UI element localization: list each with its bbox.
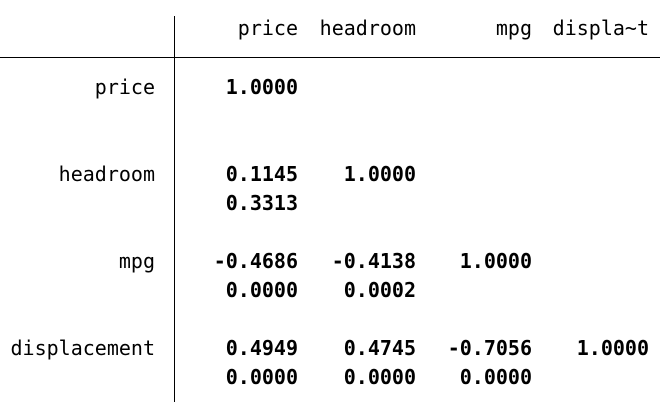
column-header-mpg: mpg: [495, 16, 532, 40]
row-label-price: price: [94, 75, 155, 99]
row-label-headroom: headroom: [58, 162, 155, 186]
coef-cell: -0.4686: [213, 249, 298, 273]
row-label-displacement: displacement: [10, 336, 156, 360]
coef-cell: 0.1145: [225, 162, 298, 186]
coef-cell: -0.4138: [331, 249, 416, 273]
coef-cell: 0.4949: [225, 336, 298, 360]
coef-cell: 1.0000: [343, 162, 416, 186]
column-header-headroom: headroom: [319, 16, 416, 40]
column-header-price: price: [237, 16, 298, 40]
coef-cell: 1.0000: [225, 75, 298, 99]
coef-cell: -0.7056: [447, 336, 532, 360]
pvalue-cell: 0.0000: [343, 365, 416, 389]
table-vertical-divider: [174, 16, 175, 402]
pvalue-cell: 0.0000: [459, 365, 532, 389]
column-header-displacement: displa~t: [552, 16, 649, 40]
row-label-mpg: mpg: [118, 249, 155, 273]
pvalue-cell: 0.0000: [225, 365, 298, 389]
pvalue-cell: 0.0000: [225, 278, 298, 302]
coef-cell: 0.4745: [343, 336, 416, 360]
coef-cell: 1.0000: [459, 249, 532, 273]
table-header-divider: [0, 57, 660, 58]
coef-cell: 1.0000: [576, 336, 649, 360]
pvalue-cell: 0.0002: [343, 278, 416, 302]
pvalue-cell: 0.3313: [225, 191, 298, 215]
